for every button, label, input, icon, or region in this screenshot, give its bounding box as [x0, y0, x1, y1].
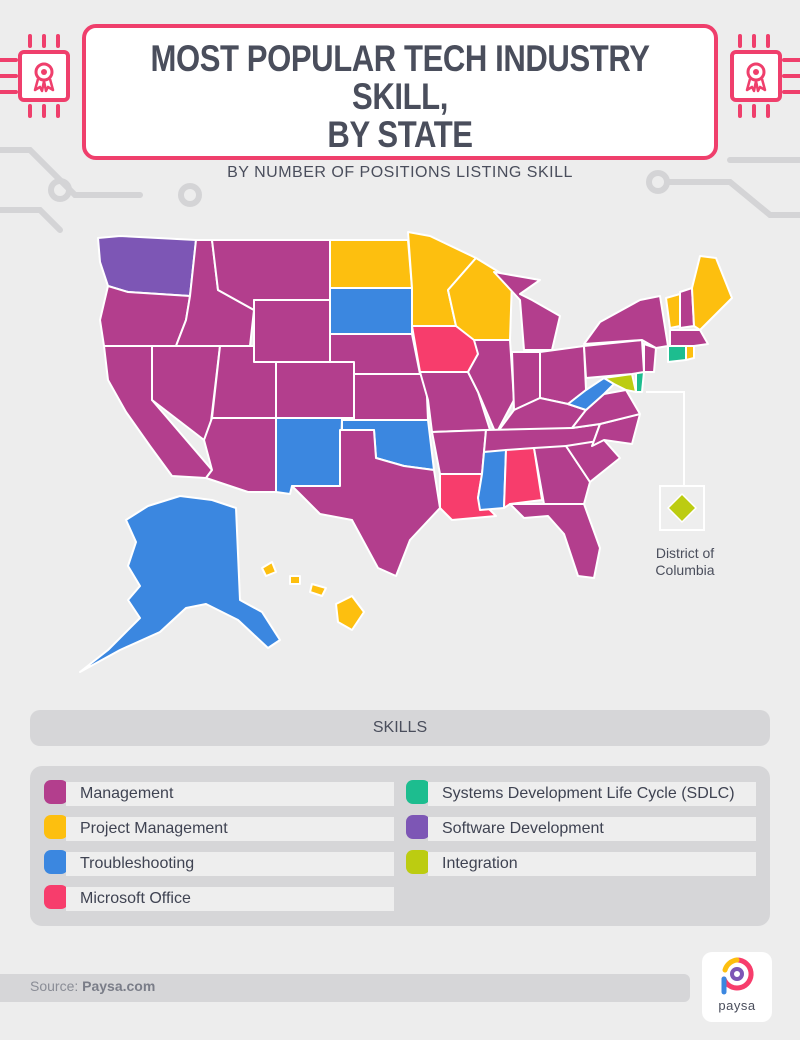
paysa-logo-icon — [721, 957, 754, 995]
state-kansas — [353, 373, 429, 421]
legend-item-sdlc: Systems Development Life Cycle (SDLC) — [406, 780, 756, 806]
paysa-logo: paysa — [702, 952, 772, 1022]
title-box: MOST POPULAR TECH INDUSTRY SKILL, BY STA… — [82, 24, 718, 181]
state-wyoming — [253, 299, 331, 363]
legend-label: Management — [66, 782, 394, 806]
source-name: Paysa.com — [82, 978, 156, 994]
legend-swatch — [44, 885, 68, 909]
state-colorado — [275, 361, 355, 419]
state-massachusetts — [669, 329, 709, 347]
legend-item-management: Management — [44, 780, 394, 806]
legend-item-software-development: Software Development — [406, 815, 756, 841]
state-hawaii — [261, 561, 365, 631]
state-rhode-island — [685, 345, 695, 361]
chip-icon-right — [730, 50, 782, 102]
state-alabama — [503, 447, 543, 509]
dc-label-line-1: District of — [655, 545, 715, 561]
state-texas — [291, 429, 441, 577]
source-bar: Source: Paysa.com — [0, 974, 690, 1002]
skills-legend: Management Project Management Troublesho… — [30, 766, 770, 926]
chip-icon-left — [18, 50, 70, 102]
circuit-decoration — [0, 34, 800, 233]
page-subtitle: BY NUMBER OF POSITIONS LISTING SKILL — [227, 164, 573, 181]
state-michigan — [493, 271, 561, 351]
paysa-logo-text: paysa — [718, 998, 756, 1013]
dc-label-line-2: Columbia — [655, 562, 715, 578]
legend-swatch — [406, 850, 430, 874]
legend-swatch — [406, 815, 430, 839]
state-pennsylvania — [583, 339, 645, 379]
state-new-jersey — [643, 343, 657, 373]
legend-label: Systems Development Life Cycle (SDLC) — [428, 782, 756, 806]
state-south-carolina — [565, 439, 621, 483]
legend-column-right: Systems Development Life Cycle (SDLC) So… — [406, 780, 756, 885]
state-arkansas — [431, 429, 487, 475]
source-prefix: Source: — [30, 978, 83, 994]
legend-label: Project Management — [66, 817, 394, 841]
state-georgia — [533, 445, 591, 505]
state-florida — [509, 503, 601, 579]
state-illinois — [467, 339, 515, 435]
legend-item-troubleshooting: Troubleshooting — [44, 850, 394, 876]
source-text: Source: Paysa.com — [30, 978, 155, 994]
legend-swatch — [44, 780, 68, 804]
us-state-map — [79, 231, 733, 673]
legend-swatch — [44, 815, 68, 839]
legend-label: Microsoft Office — [66, 887, 394, 911]
legend-label: Integration — [428, 852, 756, 876]
state-oregon — [99, 285, 191, 347]
title-line-1: MOST POPULAR TECH INDUSTRY SKILL, — [150, 38, 650, 117]
title-line-2: BY STATE — [327, 114, 473, 155]
state-new-mexico — [275, 417, 343, 495]
page-title: MOST POPULAR TECH INDUSTRY SKILL, BY STA… — [136, 40, 664, 154]
award-ribbon-icon — [33, 62, 55, 93]
state-alaska — [79, 495, 281, 673]
state-maine — [691, 255, 733, 331]
dc-label: District of Columbia — [630, 545, 740, 579]
legend-item-microsoft-office: Microsoft Office — [44, 885, 394, 911]
legend-item-integration: Integration — [406, 850, 756, 876]
skills-header: SKILLS — [30, 710, 770, 746]
state-north-dakota — [329, 239, 413, 289]
legend-label: Software Development — [428, 817, 756, 841]
legend-swatch — [406, 780, 430, 804]
state-connecticut — [667, 345, 687, 363]
state-new-york — [583, 295, 669, 349]
legend-label: Troubleshooting — [66, 852, 394, 876]
state-south-dakota — [329, 287, 413, 335]
state-arizona — [203, 417, 277, 493]
state-north-carolina — [591, 413, 641, 447]
legend-column-left: Management Project Management Troublesho… — [44, 780, 394, 920]
legend-swatch — [44, 850, 68, 874]
legend-item-project-management: Project Management — [44, 815, 394, 841]
award-ribbon-icon — [745, 62, 767, 93]
state-vermont — [665, 293, 681, 329]
dc-shape — [666, 492, 698, 524]
